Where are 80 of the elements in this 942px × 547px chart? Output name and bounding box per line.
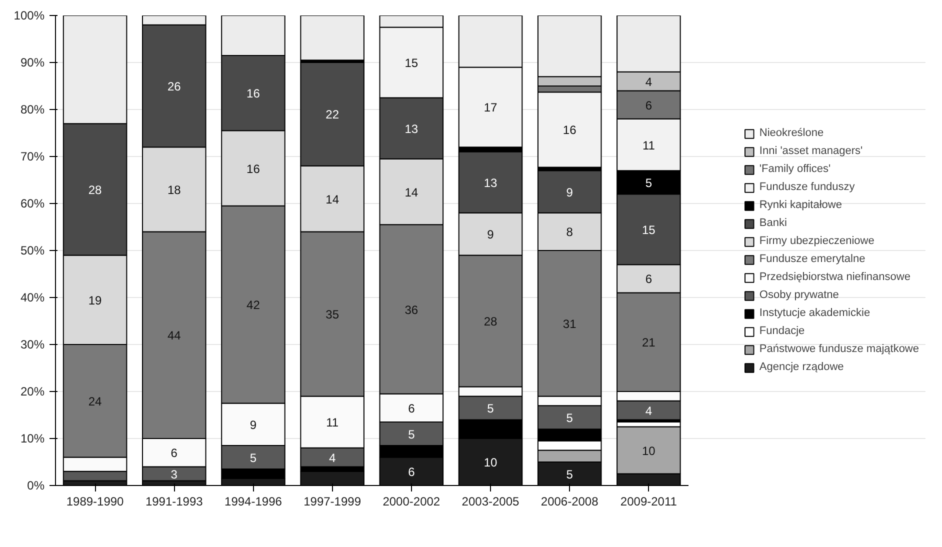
- data-label: 35: [326, 307, 340, 322]
- data-label: 14: [404, 185, 418, 200]
- legend-label: Fundusze emerytalne: [759, 253, 866, 265]
- data-label: 15: [642, 222, 656, 237]
- data-label: 21: [642, 336, 656, 350]
- x-tick-label: 1991-1993: [145, 494, 204, 508]
- data-label: 15: [404, 56, 418, 70]
- data-label: 10: [642, 444, 656, 458]
- data-label: 9: [566, 185, 574, 200]
- legend-label: 'Family offices': [759, 163, 831, 175]
- data-label: 31: [562, 316, 577, 331]
- data-label: 5: [566, 467, 574, 482]
- data-label: 28: [484, 314, 498, 328]
- legend-label: Fundusze funduszy: [759, 181, 855, 193]
- data-label: 5: [250, 450, 257, 465]
- legend-label: Agencje rządowe: [759, 361, 844, 373]
- data-label: 5: [487, 401, 494, 416]
- y-tick-label: 80%: [20, 102, 45, 116]
- data-label: 13: [404, 122, 418, 136]
- x-tick-label: 2009-2011: [620, 494, 678, 508]
- data-label: 13: [484, 176, 498, 190]
- x-tick-label: 2000-2002: [382, 494, 440, 508]
- legend-label: Banki: [759, 217, 787, 229]
- data-label: 3: [170, 467, 178, 482]
- legend-label: Osoby prywatne: [759, 289, 839, 301]
- data-label: 6: [645, 272, 652, 286]
- legend-label: Fundacje: [759, 325, 805, 337]
- data-label: 6: [170, 446, 178, 460]
- legend-label: Nieokreślone: [759, 127, 824, 139]
- y-tick-label: 90%: [20, 56, 45, 70]
- data-label: 17: [484, 100, 498, 115]
- data-label: 4: [328, 450, 336, 465]
- x-tick-label: 1997-1999: [304, 494, 362, 508]
- data-label: 16: [246, 86, 260, 101]
- bar: [300, 16, 364, 61]
- legend-label: Inni 'asset managers': [759, 145, 863, 157]
- data-label: 6: [645, 98, 652, 112]
- data-label: 6: [408, 401, 416, 416]
- data-label: 9: [250, 418, 257, 432]
- data-label: 11: [326, 416, 339, 430]
- y-tick-label: 50%: [20, 244, 45, 258]
- data-label: 16: [246, 162, 260, 176]
- data-label: 10: [484, 456, 498, 470]
- x-tick-label: 1989-1990: [66, 494, 124, 508]
- data-label: 26: [167, 80, 182, 94]
- y-tick-label: 30%: [20, 338, 45, 352]
- x-tick-label: 2003-2005: [462, 494, 520, 508]
- data-label: 5: [645, 176, 652, 190]
- x-tick-label: 2006-2008: [540, 494, 599, 508]
- data-label: 22: [326, 108, 340, 122]
- y-tick-label: 100%: [14, 8, 45, 22]
- y-tick-label: 70%: [20, 150, 45, 164]
- data-label: 5: [566, 410, 574, 425]
- y-tick-label: 0%: [27, 478, 45, 492]
- data-label: 5: [408, 427, 416, 442]
- data-label: 14: [326, 192, 340, 206]
- data-label: 9: [487, 228, 494, 242]
- legend-label: Firmy ubezpieczeniowe: [759, 235, 874, 247]
- legend-label: Państwowe fundusze majątkowe: [759, 343, 919, 355]
- data-label: 4: [645, 74, 652, 89]
- legend-label: Instytucje akademickie: [759, 307, 870, 319]
- data-label: 16: [562, 123, 577, 138]
- data-label: 4: [645, 404, 652, 418]
- legend-label: Rynki kapitałowe: [759, 199, 842, 211]
- x-tick-label: 1994-1996: [224, 494, 282, 508]
- data-label: 36: [404, 302, 418, 317]
- data-label: 28: [88, 182, 102, 197]
- y-tick-label: 40%: [20, 290, 45, 304]
- y-tick-label: 60%: [20, 196, 45, 210]
- data-label: 24: [88, 394, 102, 408]
- data-label: 11: [642, 138, 656, 152]
- data-label: 18: [167, 182, 182, 197]
- y-tick-label: 10%: [20, 432, 45, 446]
- data-label: 44: [167, 328, 182, 343]
- data-label: 42: [246, 298, 260, 312]
- y-tick-label: 20%: [20, 384, 45, 398]
- data-label: 6: [408, 464, 416, 479]
- legend-label: Przedsiębiorstwa niefinansowe: [759, 271, 910, 283]
- data-label: 8: [566, 225, 574, 240]
- data-label: 19: [88, 293, 102, 308]
